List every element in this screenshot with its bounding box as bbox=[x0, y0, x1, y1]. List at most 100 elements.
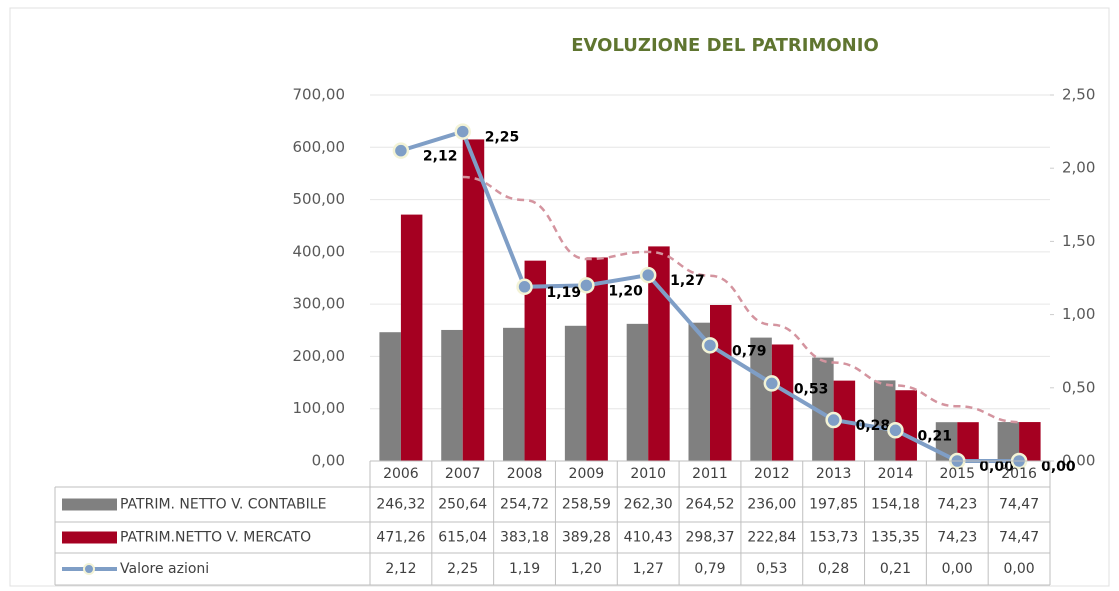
table-cell: 471,26 bbox=[376, 530, 425, 546]
bar bbox=[462, 139, 485, 461]
table-cell: 222,84 bbox=[747, 530, 796, 546]
data-label: 1,20 bbox=[608, 283, 643, 299]
legend-swatch bbox=[62, 531, 117, 544]
data-label: 1,27 bbox=[670, 273, 705, 289]
table-cell: 0,79 bbox=[694, 561, 725, 577]
y-tick-label: 300,00 bbox=[293, 295, 346, 313]
data-label: 2,12 bbox=[423, 149, 458, 165]
y2-tick-label: 1,50 bbox=[1062, 232, 1095, 250]
table-cell: 250,64 bbox=[438, 497, 487, 513]
table-cell: 615,04 bbox=[438, 530, 487, 546]
bar bbox=[957, 422, 979, 461]
table-cell: 154,18 bbox=[871, 497, 920, 513]
trendline bbox=[462, 175, 1020, 424]
line-marker bbox=[578, 277, 595, 294]
table-cell: 1,20 bbox=[571, 561, 602, 577]
table-cell: 0,21 bbox=[880, 561, 911, 577]
data-label: 0,53 bbox=[794, 381, 829, 397]
bar bbox=[400, 214, 423, 461]
table-cell: 1,27 bbox=[633, 561, 664, 577]
table-cell: 246,32 bbox=[376, 497, 425, 513]
x-tick-label: 2008 bbox=[507, 466, 543, 482]
y2-tick-label: 2,00 bbox=[1062, 159, 1095, 177]
line-marker bbox=[639, 266, 657, 284]
x-tick-label: 2016 bbox=[1001, 466, 1037, 482]
bar bbox=[564, 325, 587, 461]
table-cell: 74,47 bbox=[999, 530, 1039, 546]
data-label: 2,25 bbox=[485, 130, 520, 146]
x-tick-label: 2015 bbox=[939, 466, 975, 482]
bar bbox=[688, 322, 710, 461]
y-tick-label: 0,00 bbox=[312, 452, 345, 470]
table-cell: 74,23 bbox=[937, 530, 977, 546]
legend-label: PATRIM.NETTO V. MERCATO bbox=[120, 530, 311, 546]
y-tick-label: 700,00 bbox=[293, 86, 346, 104]
bar bbox=[895, 390, 917, 461]
table-cell: 135,35 bbox=[871, 530, 920, 546]
legend-label: PATRIM. NETTO V. CONTABILE bbox=[120, 497, 326, 513]
table-cell: 236,00 bbox=[747, 497, 796, 513]
table-cell: 153,73 bbox=[809, 530, 858, 546]
table-cell: 262,30 bbox=[624, 497, 673, 513]
table-cell: 254,72 bbox=[500, 497, 549, 513]
bar bbox=[710, 304, 732, 461]
table-cell: 197,85 bbox=[809, 497, 858, 513]
y-tick-label: 200,00 bbox=[293, 347, 346, 365]
x-tick-label: 2012 bbox=[754, 466, 790, 482]
x-tick-label: 2011 bbox=[692, 466, 728, 482]
table-cell: 410,43 bbox=[624, 530, 673, 546]
table-cell: 0,00 bbox=[1004, 561, 1035, 577]
y-tick-label: 500,00 bbox=[293, 190, 346, 208]
x-tick-label: 2013 bbox=[816, 466, 852, 482]
table-cell: 2,12 bbox=[385, 561, 416, 577]
y2-tick-label: 0,50 bbox=[1062, 378, 1095, 396]
bar bbox=[812, 357, 834, 461]
line-marker bbox=[763, 375, 781, 392]
table-cell: 298,37 bbox=[686, 530, 735, 546]
table-cell: 0,00 bbox=[942, 561, 973, 577]
table-cell: 264,52 bbox=[686, 497, 735, 513]
data-label: 0,21 bbox=[917, 428, 952, 444]
line-marker bbox=[454, 123, 471, 140]
legend-label: Valore azioni bbox=[120, 561, 209, 577]
legend-swatch bbox=[83, 563, 95, 575]
line-marker bbox=[887, 422, 904, 439]
y2-tick-label: 1,00 bbox=[1062, 305, 1095, 323]
bar bbox=[648, 246, 670, 461]
y-tick-label: 100,00 bbox=[293, 399, 346, 417]
line-marker bbox=[701, 337, 719, 354]
bar bbox=[997, 422, 1020, 461]
table-cell: 0,28 bbox=[818, 561, 849, 577]
y-tick-label: 400,00 bbox=[293, 242, 346, 260]
data-label: 0,79 bbox=[732, 343, 767, 359]
line-marker bbox=[516, 278, 533, 296]
data-label: 1,19 bbox=[547, 285, 582, 301]
x-tick-label: 2009 bbox=[569, 466, 605, 482]
line-marker bbox=[825, 411, 842, 429]
bar bbox=[771, 344, 794, 461]
chart-frame bbox=[9, 7, 1110, 587]
legend-swatch bbox=[62, 498, 117, 511]
table-cell: 2,25 bbox=[447, 561, 478, 577]
table-cell: 74,47 bbox=[999, 497, 1039, 513]
bar bbox=[379, 332, 401, 461]
table-cell: 0,53 bbox=[756, 561, 787, 577]
x-tick-label: 2007 bbox=[445, 466, 481, 482]
x-tick-label: 2006 bbox=[383, 466, 419, 482]
table-cell: 258,59 bbox=[562, 497, 611, 513]
data-label: 0,28 bbox=[856, 418, 891, 434]
bar bbox=[441, 329, 463, 461]
y2-tick-label: 2,50 bbox=[1062, 86, 1095, 104]
y-tick-label: 600,00 bbox=[293, 138, 346, 156]
bar bbox=[586, 257, 608, 461]
bar bbox=[873, 380, 896, 461]
x-tick-label: 2014 bbox=[878, 466, 914, 482]
table-cell: 383,18 bbox=[500, 530, 549, 546]
x-tick-label: 2010 bbox=[630, 466, 666, 482]
bar bbox=[1019, 422, 1041, 461]
bar bbox=[626, 323, 649, 461]
bar bbox=[503, 327, 525, 461]
y2-tick-label: 0,00 bbox=[1062, 452, 1095, 470]
bar bbox=[524, 260, 547, 461]
